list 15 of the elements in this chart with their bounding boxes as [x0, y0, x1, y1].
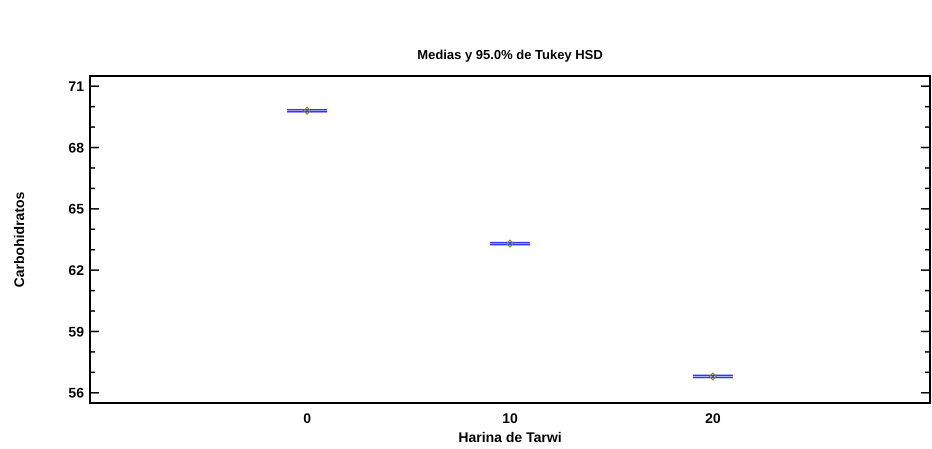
y-tick-label: 59 — [68, 323, 84, 340]
point — [506, 240, 514, 248]
y-tick-label: 71 — [68, 78, 84, 94]
x-tick-label: 0 — [303, 410, 312, 426]
x-tick-label: 20 — [705, 410, 721, 426]
point — [708, 372, 717, 380]
y-tick-label: 68 — [68, 139, 84, 156]
y-tick-label: 62 — [68, 262, 84, 278]
x-axis-title: Harina de Tarwi — [458, 429, 562, 445]
chart-title: Medias y 95.0% de Tukey HSD — [417, 47, 603, 62]
point — [303, 106, 312, 115]
y-tick-label: 56 — [68, 384, 84, 401]
y-tick-label: 65 — [68, 200, 84, 217]
y-axis-title: Carbohidratos — [11, 191, 27, 288]
x-tick-label: 10 — [502, 410, 518, 426]
